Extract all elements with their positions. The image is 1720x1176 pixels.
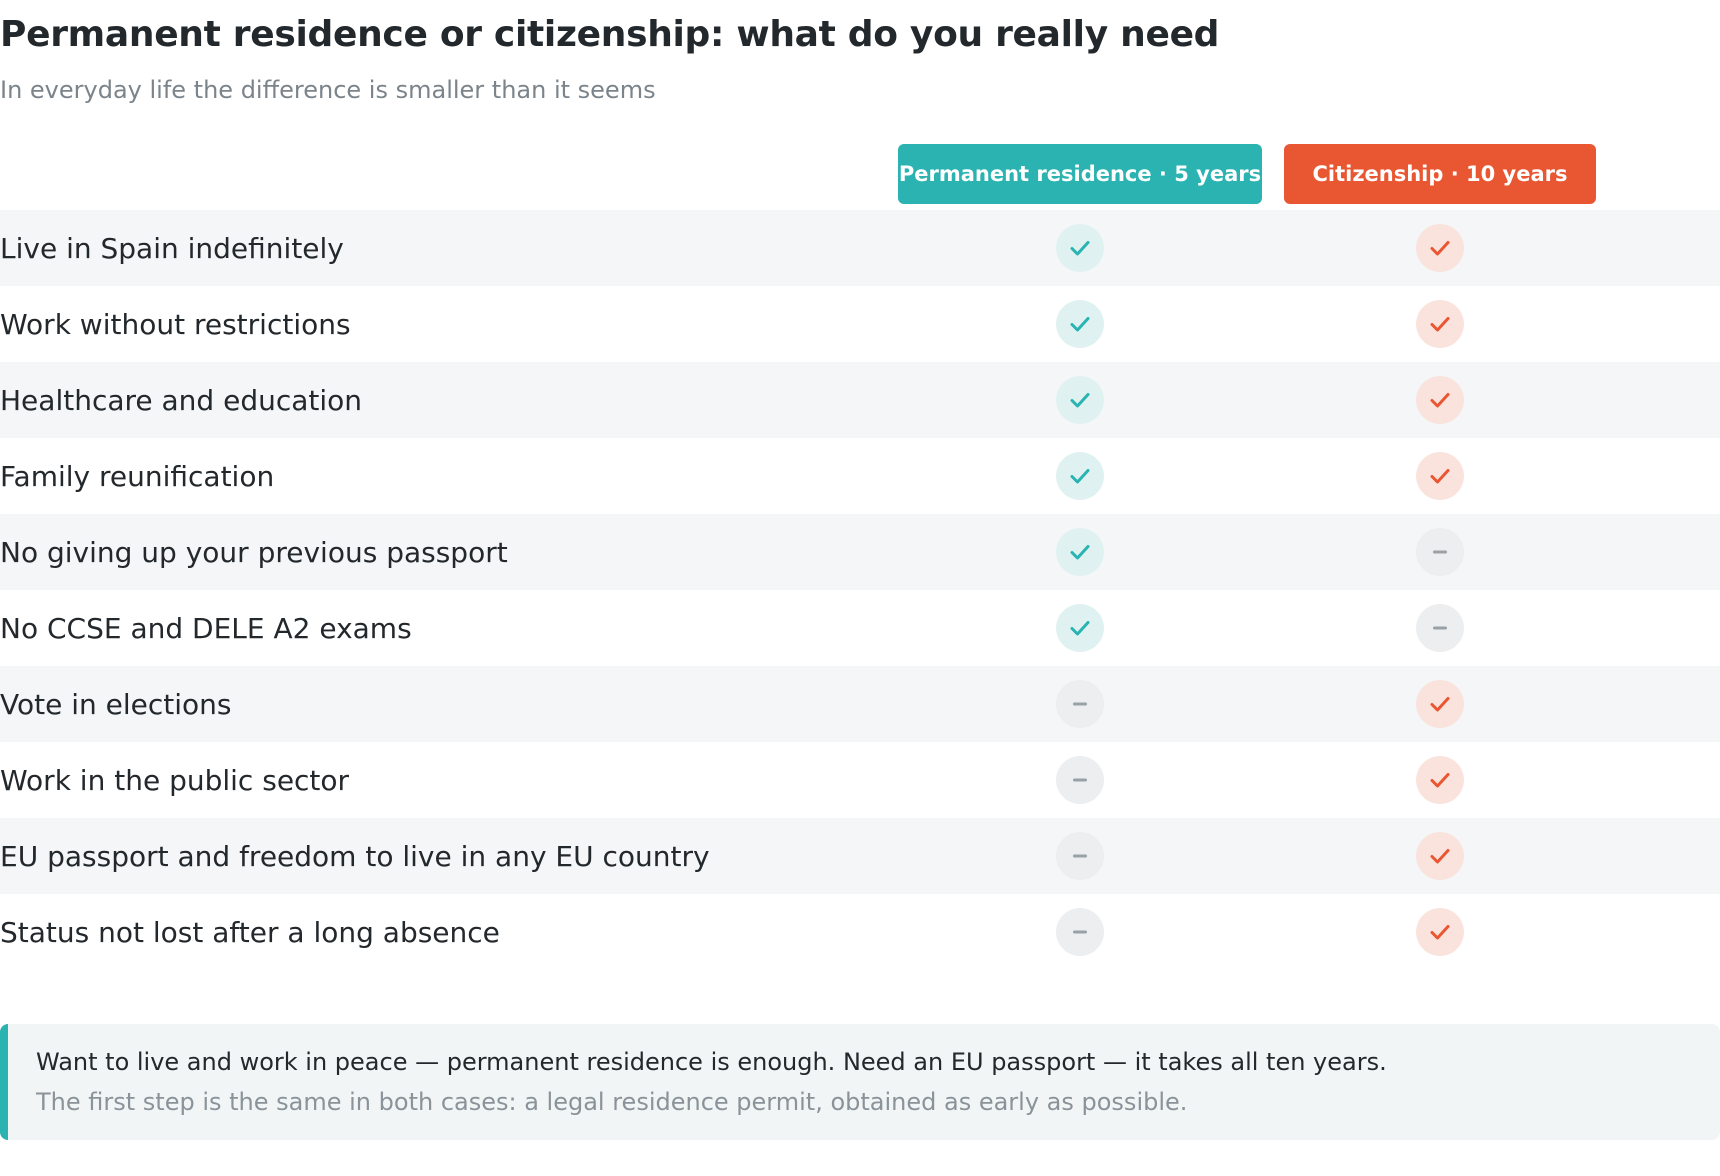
table-row: No CCSE and DELE A2 exams [0,590,1720,666]
citizenship-status [1416,528,1464,576]
check-icon [1070,545,1090,560]
check-icon [1070,317,1090,332]
citizenship-status [1416,224,1464,272]
table-row: Status not lost after a long absence [0,894,1720,970]
check-icon [1070,393,1090,408]
permanent-residence-status [1056,832,1104,880]
citizenship-status [1416,300,1464,348]
dash-icon [1433,550,1447,554]
page-subtitle: In everyday life the difference is small… [0,76,656,104]
table-row: Healthcare and education [0,362,1720,438]
citizenship-status [1416,604,1464,652]
permanent-residence-status [1056,604,1104,652]
citizenship-status [1416,680,1464,728]
citizenship-status [1416,756,1464,804]
dash-icon [1073,702,1087,706]
check-icon [1430,925,1450,940]
summary-note: Want to live and work in peace — permane… [0,1024,1720,1140]
row-label: Vote in elections [0,687,232,721]
check-icon [1430,773,1450,788]
dash-icon [1073,930,1087,934]
row-label: Healthcare and education [0,383,363,417]
column-header-citizenship: Citizenship · 10 years [1284,144,1596,204]
dash-icon [1433,626,1447,630]
permanent-residence-status [1056,224,1104,272]
table-row: EU passport and freedom to live in any E… [0,818,1720,894]
row-label: Live in Spain indefinitely [0,231,344,265]
table-row: Live in Spain indefinitely [0,210,1720,286]
row-label: Status not lost after a long absence [0,915,500,949]
check-icon [1430,849,1450,864]
check-icon [1430,393,1450,408]
comparison-table: Live in Spain indefinitely Work without r… [0,210,1720,970]
row-label: No giving up your previous passport [0,535,508,569]
permanent-residence-status [1056,376,1104,424]
citizenship-status [1416,908,1464,956]
summary-note-main: Want to live and work in peace — permane… [36,1048,1387,1076]
citizenship-status [1416,376,1464,424]
permanent-residence-status [1056,908,1104,956]
permanent-residence-status [1056,300,1104,348]
page-title: Permanent residence or citizenship: what… [0,14,1220,55]
row-label: No CCSE and DELE A2 exams [0,611,412,645]
check-icon [1430,469,1450,484]
summary-note-sub: The first step is the same in both cases… [36,1088,1188,1116]
permanent-residence-status [1056,528,1104,576]
row-label: Work in the public sector [0,763,350,797]
table-row: Work in the public sector [0,742,1720,818]
table-row: Family reunification [0,438,1720,514]
permanent-residence-status [1056,452,1104,500]
dash-icon [1073,778,1087,782]
check-icon [1430,317,1450,332]
citizenship-status [1416,452,1464,500]
row-label: Family reunification [0,459,275,493]
check-icon [1430,697,1450,712]
table-row: No giving up your previous passport [0,514,1720,590]
check-icon [1070,469,1090,484]
permanent-residence-status [1056,680,1104,728]
column-header-permanent-residence: Permanent residence · 5 years [898,144,1262,204]
check-icon [1070,241,1090,256]
check-icon [1070,621,1090,636]
table-row: Vote in elections [0,666,1720,742]
row-label: EU passport and freedom to live in any E… [0,839,710,873]
row-label: Work without restrictions [0,307,351,341]
dash-icon [1073,854,1087,858]
check-icon [1430,241,1450,256]
table-row: Work without restrictions [0,286,1720,362]
citizenship-status [1416,832,1464,880]
permanent-residence-status [1056,756,1104,804]
